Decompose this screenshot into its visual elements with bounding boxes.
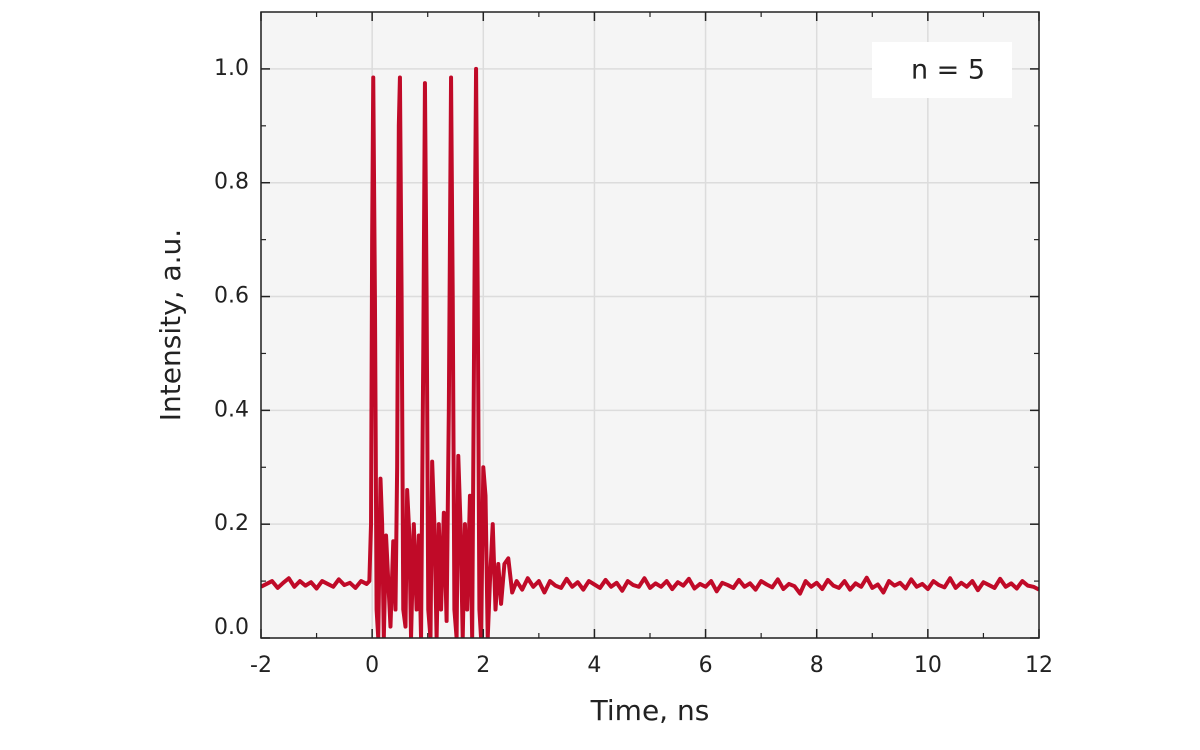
- y-tick-label: 1.0: [214, 56, 249, 81]
- y-tick-label: 0.6: [214, 284, 249, 309]
- x-tick-label: 10: [914, 653, 942, 678]
- x-tick-label: 12: [1025, 653, 1053, 678]
- y-axis-label: Intensity, a.u.: [154, 229, 187, 421]
- x-tick-label: 6: [699, 653, 713, 678]
- x-tick-label: -2: [250, 653, 272, 678]
- x-tick-label: 8: [810, 653, 824, 678]
- plot-area: [261, 12, 1039, 638]
- x-tick-label: 0: [365, 653, 379, 678]
- annotation: n = 5: [911, 55, 985, 86]
- y-tick-label: 0.0: [214, 615, 249, 640]
- x-axis-label: Time, ns: [590, 694, 710, 727]
- data-line: [261, 66, 1039, 638]
- y-tick-label: 0.4: [214, 397, 249, 422]
- y-tick-label: 0.2: [214, 511, 249, 536]
- annotation-box: [872, 42, 1012, 98]
- x-tick-label: 2: [476, 653, 490, 678]
- x-tick-label: 4: [587, 653, 601, 678]
- y-tick-label: 0.8: [214, 170, 249, 195]
